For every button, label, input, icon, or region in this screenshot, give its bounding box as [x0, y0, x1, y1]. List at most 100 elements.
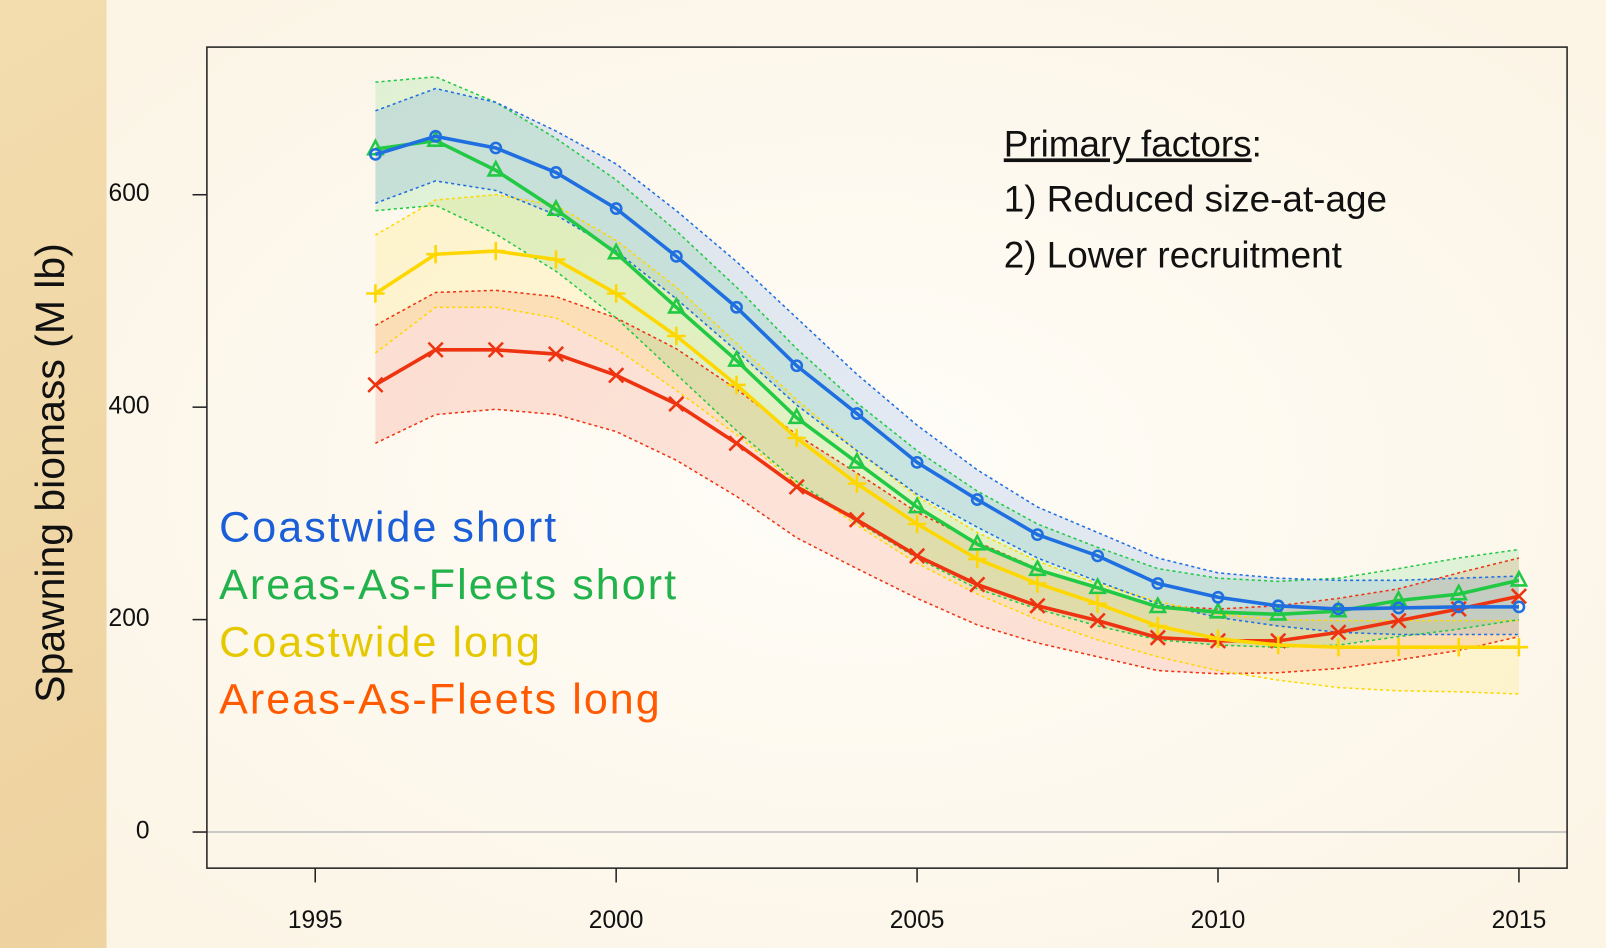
point: [1510, 588, 1528, 605]
chart-panel: [106, 0, 1606, 948]
legend-entry: Coastwide short: [219, 504, 558, 552]
x-tick-label: 2000: [589, 907, 644, 934]
point: [1149, 629, 1166, 646]
point: [609, 202, 623, 215]
confidence-band: [375, 290, 1519, 674]
point: [1208, 629, 1228, 648]
point: [727, 375, 746, 395]
point: [909, 547, 926, 564]
point: [549, 166, 563, 179]
y-axis-label: Spawning biomass (M lb): [27, 243, 73, 702]
point: [1331, 602, 1345, 616]
point: [1029, 597, 1046, 614]
point: [847, 474, 867, 493]
point: [1389, 589, 1408, 607]
point: [486, 159, 506, 177]
band-edge: [375, 204, 1520, 648]
point: [1088, 594, 1107, 613]
point: [910, 456, 924, 469]
point: [606, 284, 626, 303]
point: [1509, 638, 1529, 657]
point: [790, 359, 804, 373]
confidence-band: [375, 194, 1519, 694]
band-edge: [375, 408, 1520, 675]
point: [1208, 601, 1228, 619]
y-tick-label: 400: [109, 393, 150, 420]
point: [787, 428, 806, 448]
point: [1148, 616, 1168, 636]
point: [1211, 590, 1225, 604]
point: [487, 341, 504, 358]
point: [1512, 600, 1526, 614]
point: [1151, 577, 1165, 590]
point: [1268, 603, 1288, 621]
annotation-line: 1) Reduced size-at-age: [1004, 178, 1387, 219]
point: [787, 406, 807, 425]
x-tick-label: 1995: [288, 907, 343, 934]
point: [967, 533, 987, 551]
y-tick-label: 600: [109, 180, 150, 207]
point: [969, 576, 986, 593]
point: [1028, 558, 1047, 577]
point: [667, 296, 686, 314]
confidence-band: [375, 88, 1519, 635]
point: [608, 367, 625, 384]
annotation-heading: Primary factors:: [1004, 123, 1262, 164]
annotation-heading-part: :: [1252, 123, 1262, 164]
point: [1390, 612, 1407, 629]
point: [1329, 638, 1348, 657]
point: [369, 147, 382, 161]
series-line: [374, 134, 1519, 611]
point: [1091, 549, 1105, 563]
plot-frame: [206, 46, 1568, 869]
point: [486, 241, 506, 261]
point: [668, 395, 685, 413]
point: [547, 345, 565, 363]
y-tick-label: 200: [109, 605, 150, 632]
x-tick-label: 2015: [1492, 907, 1547, 934]
point: [727, 349, 746, 367]
point: [1089, 612, 1106, 629]
point: [427, 341, 444, 358]
legend-entry: Areas-As-Fleets short: [219, 561, 678, 609]
legend-entry: Areas-As-Fleets long: [219, 676, 662, 724]
point: [1389, 638, 1408, 657]
x-tick-label: 2010: [1191, 907, 1246, 934]
annotation-heading-part: Primary factors: [1004, 123, 1252, 164]
point: [907, 514, 927, 534]
point: [1271, 599, 1285, 613]
point: [728, 435, 745, 452]
point: [606, 242, 626, 260]
point: [1449, 583, 1469, 601]
point: [970, 493, 984, 506]
point: [489, 141, 503, 155]
legend-entry: Coastwide long: [219, 618, 542, 666]
point: [907, 496, 927, 514]
point: [1452, 600, 1466, 614]
point: [367, 376, 384, 393]
point: [1028, 574, 1047, 593]
point: [1031, 528, 1044, 542]
annotation-line: 2) Lower recruitment: [1004, 235, 1342, 276]
point: [788, 478, 805, 495]
band-edge: [375, 193, 1519, 622]
confidence-band: [375, 76, 1519, 648]
series-line: [375, 138, 1520, 617]
point: [848, 511, 865, 528]
point: [1148, 595, 1168, 614]
point: [366, 284, 385, 303]
y-tick-label: 0: [136, 818, 150, 845]
point: [667, 326, 686, 346]
point: [1449, 638, 1468, 657]
point: [1088, 576, 1107, 595]
x-tick-label: 2005: [890, 907, 945, 934]
point: [1509, 569, 1529, 587]
point: [1268, 635, 1288, 655]
point: [669, 249, 683, 263]
point: [730, 300, 743, 314]
point: [429, 129, 443, 143]
point: [426, 245, 445, 264]
point: [546, 250, 566, 269]
